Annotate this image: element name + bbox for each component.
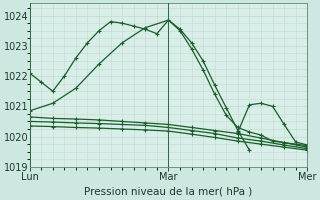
X-axis label: Pression niveau de la mer( hPa ): Pression niveau de la mer( hPa ) — [84, 187, 252, 197]
